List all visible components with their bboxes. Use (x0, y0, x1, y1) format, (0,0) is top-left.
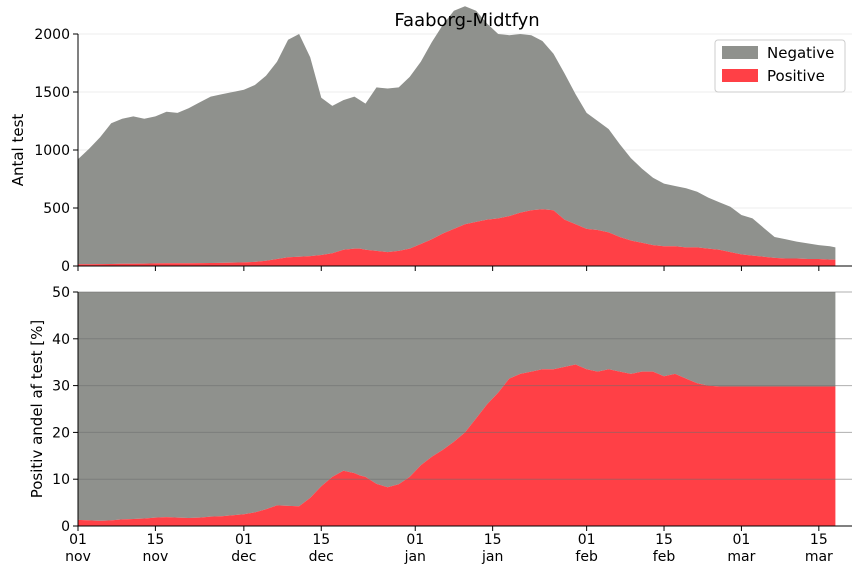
ytick-label-bottom-40: 40 (52, 332, 70, 348)
xtick-month-nov-15: nov (143, 549, 169, 565)
xtick-month-dec-15: dec (309, 549, 334, 565)
legend-label-negative: Negative (767, 44, 834, 62)
y-axis-label-top: Antal test (9, 114, 27, 187)
ytick-label-bottom-10: 10 (52, 472, 70, 488)
area-positive-top (78, 209, 836, 266)
xtick-day-feb-15: 15 (655, 532, 673, 548)
xtick-day-nov-01: 01 (69, 532, 87, 548)
legend-swatch-positive (722, 69, 758, 82)
xtick-day-nov-15: 15 (146, 532, 164, 548)
ytick-label-top-2000: 2000 (34, 27, 70, 43)
xtick-month-dec-01: dec (231, 549, 256, 565)
ytick-label-bottom-30: 30 (52, 379, 70, 395)
xtick-day-feb-01: 01 (578, 532, 596, 548)
ytick-label-bottom-20: 20 (52, 425, 70, 441)
xtick-day-mar-15: 15 (810, 532, 828, 548)
area-negative-top (78, 6, 836, 265)
xtick-day-jan-15: 15 (484, 532, 502, 548)
xtick-month-jan-01: jan (404, 549, 426, 565)
xtick-day-dec-15: 15 (312, 532, 330, 548)
legend-label-positive: Positive (767, 67, 825, 85)
ytick-label-top-0: 0 (61, 259, 70, 275)
xtick-month-mar-01: mar (727, 549, 755, 565)
ytick-label-bottom-50: 50 (52, 285, 70, 301)
area-negative-bottom (78, 292, 836, 521)
xtick-month-mar-15: mar (805, 549, 833, 565)
area-positive-bottom (78, 364, 836, 526)
ytick-label-top-1000: 1000 (34, 143, 70, 159)
xtick-day-dec-01: 01 (235, 532, 253, 548)
legend-swatch-negative (722, 46, 758, 59)
ytick-label-top-500: 500 (43, 201, 70, 217)
chart-title: Faaborg-Midtfyn (394, 10, 539, 31)
xtick-month-nov-01: nov (65, 549, 91, 565)
xtick-month-jan-15: jan (481, 549, 503, 565)
xtick-day-jan-01: 01 (406, 532, 424, 548)
xtick-day-mar-01: 01 (733, 532, 751, 548)
ytick-label-bottom-0: 0 (61, 519, 70, 535)
xtick-month-feb-01: feb (575, 549, 598, 565)
y-axis-label-bottom: Positiv andel af test [%] (28, 320, 46, 499)
ytick-label-top-1500: 1500 (34, 85, 70, 101)
xtick-month-feb-15: feb (653, 549, 676, 565)
